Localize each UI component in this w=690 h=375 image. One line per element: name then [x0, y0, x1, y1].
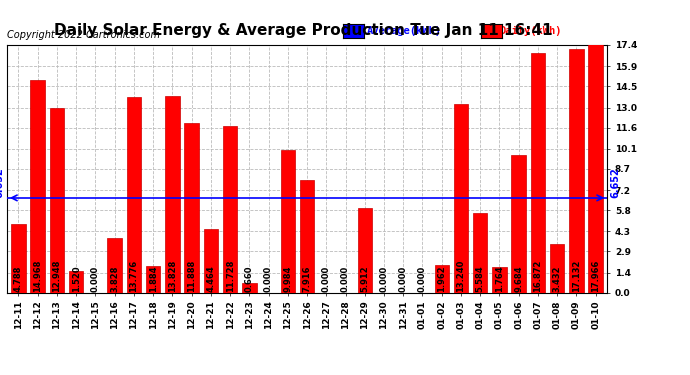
Text: 1.962: 1.962 — [437, 265, 446, 292]
Text: 16.872: 16.872 — [533, 260, 542, 292]
Text: 14.968: 14.968 — [33, 260, 42, 292]
Bar — [589, 37, 603, 292]
Text: 11.888: 11.888 — [187, 260, 196, 292]
Bar — [531, 53, 545, 292]
Bar — [281, 150, 295, 292]
Text: 1.520: 1.520 — [72, 265, 81, 292]
Text: 0.000: 0.000 — [418, 266, 427, 292]
Bar — [242, 283, 257, 292]
Bar — [108, 238, 122, 292]
Text: 0.000: 0.000 — [380, 266, 388, 292]
Bar — [184, 123, 199, 292]
Bar — [511, 155, 526, 292]
Text: Daily Solar Energy & Average Production Tue Jan 11 16:41: Daily Solar Energy & Average Production … — [55, 22, 553, 38]
Text: 9.684: 9.684 — [514, 265, 523, 292]
Text: 9.984: 9.984 — [284, 266, 293, 292]
Bar — [50, 108, 64, 292]
Bar — [11, 224, 26, 292]
Text: 12.948: 12.948 — [52, 260, 61, 292]
Text: 1.884: 1.884 — [148, 265, 157, 292]
Text: Average(kWh): Average(kWh) — [367, 26, 442, 36]
Bar — [165, 96, 179, 292]
Bar — [223, 126, 237, 292]
Text: 0.000: 0.000 — [341, 266, 350, 292]
Text: 0.000: 0.000 — [399, 266, 408, 292]
Bar — [300, 180, 314, 292]
Text: 6.652: 6.652 — [0, 167, 4, 198]
Bar — [492, 267, 506, 292]
Text: 4.464: 4.464 — [206, 265, 215, 292]
Text: 4.788: 4.788 — [14, 266, 23, 292]
Text: 0.000: 0.000 — [264, 266, 273, 292]
Bar — [30, 80, 45, 292]
Bar — [435, 265, 449, 292]
Text: 17.966: 17.966 — [591, 260, 600, 292]
Bar — [146, 266, 160, 292]
Text: 13.240: 13.240 — [457, 260, 466, 292]
Bar — [204, 229, 218, 292]
Bar — [550, 244, 564, 292]
Text: 13.828: 13.828 — [168, 260, 177, 292]
Text: Daily(kWh): Daily(kWh) — [499, 26, 562, 36]
Text: Copyright 2022 Cartronics.com: Copyright 2022 Cartronics.com — [7, 30, 160, 40]
Text: 11.728: 11.728 — [226, 260, 235, 292]
Text: 17.132: 17.132 — [572, 260, 581, 292]
Bar — [473, 213, 487, 292]
Bar — [569, 49, 584, 292]
Text: 13.776: 13.776 — [130, 260, 139, 292]
Text: 0.660: 0.660 — [245, 265, 254, 292]
Text: 3.432: 3.432 — [553, 265, 562, 292]
Text: 5.912: 5.912 — [360, 265, 369, 292]
Bar — [454, 104, 469, 292]
Text: 1.764: 1.764 — [495, 265, 504, 292]
Text: 6.652: 6.652 — [610, 167, 620, 198]
Text: 3.828: 3.828 — [110, 266, 119, 292]
Bar — [357, 209, 372, 292]
Text: 0.000: 0.000 — [91, 266, 100, 292]
Bar — [127, 96, 141, 292]
Text: 0.000: 0.000 — [322, 266, 331, 292]
Text: 5.584: 5.584 — [475, 265, 484, 292]
Bar — [69, 271, 83, 292]
Text: 7.916: 7.916 — [302, 265, 312, 292]
